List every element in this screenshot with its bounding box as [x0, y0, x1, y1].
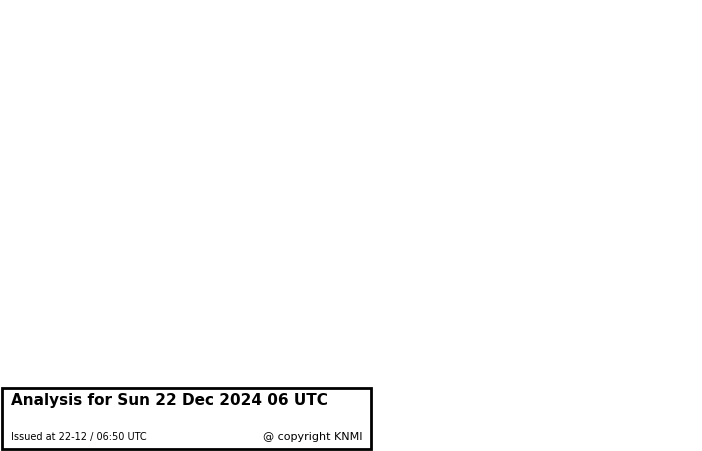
- Text: Analysis for Sun 22 Dec 2024 06 UTC: Analysis for Sun 22 Dec 2024 06 UTC: [11, 393, 327, 408]
- Text: @ copyright KNMI: @ copyright KNMI: [263, 432, 362, 442]
- Text: Issued at 22-12 / 06:50 UTC: Issued at 22-12 / 06:50 UTC: [11, 432, 146, 442]
